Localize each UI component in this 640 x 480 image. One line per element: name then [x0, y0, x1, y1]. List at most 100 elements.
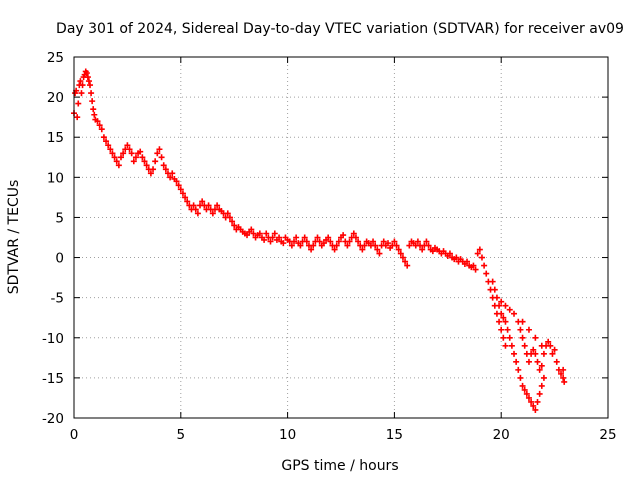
data-point: [91, 111, 98, 118]
data-point: [340, 232, 347, 239]
data-point: [370, 238, 377, 245]
data-point: [525, 326, 532, 333]
data-point: [506, 334, 513, 341]
data-point: [560, 374, 567, 381]
data-point: [515, 366, 522, 373]
data-point: [402, 258, 409, 265]
data-point: [547, 342, 554, 349]
data-point: [229, 218, 236, 225]
data-point: [130, 158, 137, 165]
data-point: [493, 294, 500, 301]
data-point: [100, 134, 107, 141]
data-point: [89, 98, 96, 105]
data-point: [534, 358, 541, 365]
data-point: [374, 246, 381, 253]
data-point: [113, 158, 120, 165]
data-point: [162, 166, 169, 173]
data-point: [538, 362, 545, 369]
data-point: [361, 242, 368, 249]
data-point: [94, 118, 101, 125]
data-point: [179, 190, 186, 197]
data-point: [288, 242, 295, 249]
data-point: [214, 202, 221, 209]
data-point: [419, 246, 426, 253]
x-tick-label: 0: [70, 427, 79, 443]
data-point: [154, 150, 161, 157]
y-tick-label: 5: [55, 210, 64, 226]
data-point: [560, 366, 567, 373]
data-point: [194, 210, 201, 217]
data-point: [517, 326, 524, 333]
data-point: [540, 350, 547, 357]
data-point: [521, 342, 528, 349]
data-point: [308, 246, 315, 253]
data-point: [226, 214, 233, 221]
data-point: [331, 246, 338, 253]
data-point: [521, 386, 528, 393]
data-point: [190, 202, 197, 209]
data-point: [137, 148, 144, 155]
data-point: [532, 350, 539, 357]
data-point: [346, 238, 353, 245]
data-point: [517, 374, 524, 381]
data-point: [256, 230, 263, 237]
data-point: [352, 234, 359, 241]
data-point: [167, 174, 174, 181]
data-point: [404, 262, 411, 269]
y-tick-label: 0: [55, 251, 64, 267]
data-point: [545, 338, 552, 345]
data-point: [470, 262, 477, 269]
data-point: [355, 238, 362, 245]
data-point: [126, 146, 133, 153]
y-tick-label: 20: [47, 90, 64, 106]
data-point: [391, 238, 398, 245]
data-point: [139, 154, 146, 161]
data-point: [87, 82, 94, 89]
data-point: [96, 122, 103, 129]
data-point: [496, 318, 503, 325]
x-tick-label: 20: [493, 427, 510, 443]
data-point: [85, 78, 92, 85]
axis-ticks: 0 5 10 15 20 25 -20 -15 -10 -5 0 5 10 15 20 25: [42, 50, 617, 443]
data-point: [506, 306, 513, 313]
data-point: [77, 78, 84, 85]
data-point: [399, 254, 406, 261]
y-tick-label: 15: [47, 130, 64, 146]
x-tick-label: 15: [386, 427, 403, 443]
data-point: [117, 154, 124, 161]
data-point: [429, 248, 436, 255]
data-point: [472, 266, 479, 273]
data-point: [175, 182, 182, 189]
data-point: [500, 334, 507, 341]
data-point: [446, 250, 453, 257]
data-point: [128, 150, 135, 157]
data-point: [173, 178, 180, 185]
data-points: [71, 68, 568, 413]
data-point: [508, 342, 515, 349]
data-point: [84, 74, 91, 81]
data-point: [530, 402, 537, 409]
data-point: [376, 250, 383, 257]
data-point: [269, 234, 276, 241]
data-point: [231, 222, 238, 229]
data-point: [453, 254, 460, 261]
data-point: [530, 346, 537, 353]
data-point: [271, 230, 278, 237]
data-point: [103, 138, 110, 145]
data-point: [519, 382, 526, 389]
data-point: [325, 234, 332, 241]
data-point: [267, 238, 274, 245]
data-point: [491, 286, 498, 293]
data-point: [344, 242, 351, 249]
data-point: [498, 310, 505, 317]
data-point: [184, 198, 191, 205]
data-point: [111, 154, 118, 161]
data-point: [511, 350, 518, 357]
data-point: [536, 366, 543, 373]
data-point: [500, 314, 507, 321]
data-point: [519, 318, 526, 325]
y-tick-label: -5: [51, 291, 64, 307]
data-point: [532, 334, 539, 341]
data-point: [406, 242, 413, 249]
data-point: [310, 242, 317, 249]
